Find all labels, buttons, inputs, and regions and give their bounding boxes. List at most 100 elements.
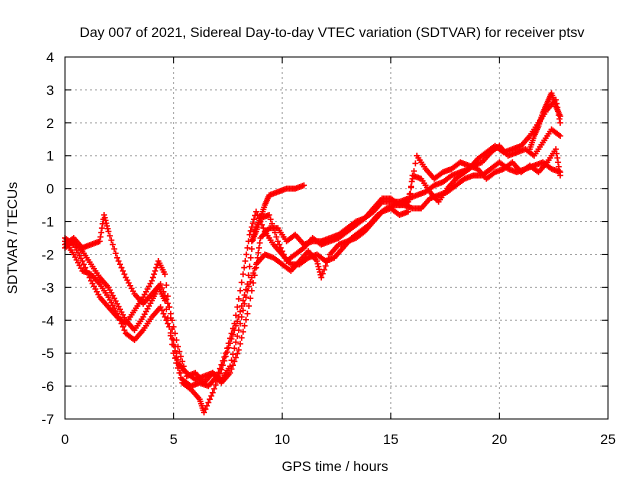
data-point bbox=[557, 113, 564, 120]
data-point bbox=[553, 150, 560, 157]
data-point bbox=[166, 304, 173, 311]
data-point bbox=[300, 182, 307, 189]
data-point bbox=[254, 254, 261, 261]
data-point bbox=[159, 307, 166, 314]
data-point bbox=[179, 358, 186, 365]
data-point bbox=[260, 225, 267, 232]
data-point bbox=[247, 254, 254, 261]
data-point bbox=[149, 274, 156, 281]
data-point bbox=[96, 238, 103, 245]
data-point bbox=[240, 271, 247, 278]
data-point bbox=[228, 357, 235, 364]
data-point bbox=[240, 307, 247, 314]
y-tick-label: 2 bbox=[46, 115, 54, 131]
data-point bbox=[161, 313, 168, 320]
data-point bbox=[556, 168, 563, 175]
y-tick-label: 4 bbox=[46, 49, 54, 65]
data-point bbox=[234, 333, 241, 340]
data-point bbox=[242, 258, 249, 265]
data-point bbox=[237, 287, 244, 294]
data-point bbox=[205, 399, 212, 406]
data-point bbox=[108, 237, 115, 244]
data-point bbox=[105, 228, 112, 235]
data-point bbox=[115, 313, 122, 320]
x-axis-label: GPS time / hours bbox=[282, 458, 389, 474]
data-point bbox=[118, 320, 125, 327]
data-point bbox=[410, 168, 417, 175]
y-tick-label: -5 bbox=[42, 345, 55, 361]
x-tick-label: 0 bbox=[61, 431, 69, 447]
data-point bbox=[227, 340, 234, 347]
y-tick-label: 0 bbox=[46, 181, 54, 197]
data-point bbox=[238, 313, 245, 320]
data-point bbox=[80, 261, 87, 268]
data-point bbox=[151, 271, 158, 278]
data-point bbox=[160, 288, 167, 295]
y-tick-label: -4 bbox=[42, 312, 55, 328]
data-point bbox=[237, 340, 244, 347]
data-point bbox=[212, 381, 219, 388]
data-point bbox=[106, 232, 113, 239]
data-point bbox=[202, 406, 209, 413]
data-point bbox=[253, 208, 260, 215]
x-tick-label: 20 bbox=[492, 431, 508, 447]
data-point bbox=[228, 366, 235, 373]
data-point bbox=[244, 310, 251, 317]
data-point bbox=[243, 316, 249, 323]
plot-frame bbox=[64, 56, 609, 420]
data-point bbox=[251, 272, 258, 279]
data-point bbox=[160, 310, 167, 317]
data-point bbox=[157, 304, 164, 311]
data-point bbox=[319, 270, 326, 277]
data-point bbox=[221, 357, 228, 364]
data-point bbox=[405, 208, 412, 215]
data-point bbox=[112, 250, 119, 257]
axis-ticks: 0 5 10 15 20 25 -7 -6 -5 -4 -3 -2 -1 0 1 2 3 4 bbox=[42, 49, 616, 447]
data-point bbox=[170, 341, 177, 348]
data-point bbox=[248, 245, 255, 252]
data-point bbox=[104, 225, 111, 232]
data-point bbox=[114, 254, 121, 261]
data-point bbox=[228, 335, 235, 342]
data-point bbox=[409, 175, 416, 182]
data-point bbox=[224, 349, 231, 356]
y-tick-label: -7 bbox=[42, 411, 55, 427]
data-point bbox=[172, 330, 179, 337]
x-tick-label: 5 bbox=[170, 431, 178, 447]
data-point bbox=[273, 233, 280, 240]
data-point bbox=[164, 300, 171, 307]
data-point bbox=[234, 350, 241, 357]
data-point bbox=[277, 244, 284, 251]
data-point bbox=[227, 369, 234, 376]
data-point bbox=[161, 271, 168, 278]
data-point bbox=[173, 337, 180, 344]
data-point bbox=[245, 283, 252, 290]
data-point bbox=[119, 267, 126, 274]
data-point bbox=[552, 146, 559, 153]
data-point bbox=[249, 220, 256, 227]
data-point bbox=[117, 317, 124, 324]
data-point bbox=[117, 261, 124, 268]
data-point bbox=[118, 264, 125, 271]
data-point bbox=[554, 154, 561, 161]
data-point bbox=[232, 322, 239, 329]
data-point bbox=[235, 327, 242, 334]
data-point bbox=[167, 310, 174, 317]
data-point bbox=[79, 258, 86, 265]
data-point bbox=[405, 198, 412, 205]
data-point bbox=[222, 353, 229, 360]
data-point bbox=[557, 132, 564, 139]
data-point bbox=[267, 216, 274, 223]
data-point bbox=[229, 362, 236, 369]
y-tick-label: 1 bbox=[46, 148, 54, 164]
x-tick-label: 15 bbox=[383, 431, 399, 447]
data-point bbox=[238, 334, 245, 341]
data-point bbox=[406, 191, 413, 198]
data-point bbox=[241, 300, 248, 307]
data-point bbox=[174, 343, 181, 350]
data-point bbox=[103, 222, 110, 229]
data-point bbox=[176, 369, 183, 376]
data-point bbox=[240, 328, 247, 335]
data-point bbox=[250, 216, 257, 223]
